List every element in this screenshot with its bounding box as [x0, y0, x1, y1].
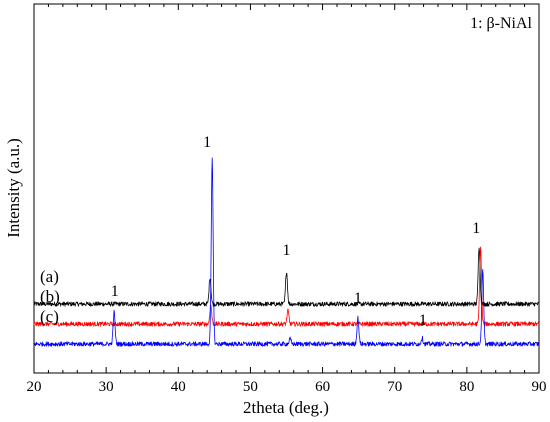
peak-label: 1 — [283, 242, 291, 259]
peak-label: 1 — [354, 290, 362, 307]
plot-frame — [33, 3, 540, 374]
peak-label: 1 — [472, 220, 480, 237]
series-line-3 — [33, 157, 540, 347]
x-tick-label: 60 — [315, 379, 330, 395]
x-tick-label: 80 — [459, 379, 474, 395]
x-tick-label: 70 — [387, 379, 402, 395]
x-tick-label: 40 — [171, 379, 186, 395]
x-axis-ticks: 20 30 40 50 60 70 80 90 — [27, 4, 547, 395]
x-tick-label: 90 — [532, 379, 547, 395]
peak-label: 1 — [419, 312, 427, 329]
series-label-1: (a) — [40, 267, 59, 286]
series-label-3: (c) — [40, 307, 59, 326]
peak-label: 1 — [203, 134, 211, 151]
x-tick-label: 30 — [99, 379, 114, 395]
series-line-1 — [33, 247, 540, 307]
peak-annotations: 1 1 1 1 1 1 — [111, 134, 480, 329]
series-line-2 — [33, 246, 540, 327]
x-tick-label: 20 — [27, 379, 42, 395]
series-labels: (a)(b)(c) — [40, 267, 60, 326]
x-axis-title: 2theta (deg.) — [243, 398, 329, 417]
series-label-2: (b) — [40, 287, 60, 306]
x-tick-label: 50 — [243, 379, 258, 395]
y-axis-title: Intensity (a.u.) — [4, 138, 23, 238]
series-group — [33, 157, 540, 347]
peak-label: 1 — [111, 283, 119, 300]
legend-text: 1: β-NiAl — [470, 15, 532, 32]
